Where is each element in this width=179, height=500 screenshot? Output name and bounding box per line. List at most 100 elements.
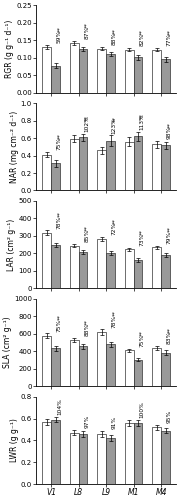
Bar (134, 136, 142, 190)
Bar (70, 43, 79, 92)
Bar (97, 332, 106, 386)
Bar (161, 430, 170, 484)
Bar (51, 164, 60, 190)
Bar (106, 344, 115, 386)
Text: **: ** (57, 26, 62, 32)
Bar (42, 422, 51, 484)
Text: 88%: 88% (84, 322, 89, 336)
Text: **: ** (112, 116, 117, 122)
Bar (134, 260, 142, 288)
Text: **: ** (57, 314, 62, 320)
Text: 102%: 102% (84, 115, 89, 132)
Bar (97, 48, 106, 92)
Bar (79, 434, 87, 484)
Bar (134, 58, 142, 92)
Bar (97, 150, 106, 190)
Text: **: ** (112, 310, 117, 316)
Bar (152, 144, 161, 190)
Text: 78%: 78% (112, 314, 117, 328)
Text: **: ** (167, 226, 172, 232)
Text: **: ** (139, 113, 144, 119)
Bar (161, 60, 170, 92)
Text: 97%: 97% (84, 415, 89, 428)
Bar (97, 434, 106, 484)
Bar (152, 348, 161, 386)
Bar (51, 66, 60, 92)
Y-axis label: SLA (cm² g⁻¹): SLA (cm² g⁻¹) (3, 316, 12, 368)
Bar (106, 54, 115, 92)
Text: 82%: 82% (139, 33, 144, 46)
Text: 85%: 85% (84, 228, 89, 242)
Bar (70, 340, 79, 386)
Bar (106, 438, 115, 484)
Text: 100%: 100% (139, 402, 144, 418)
Text: 88%: 88% (112, 32, 117, 45)
Text: 75%: 75% (139, 334, 144, 347)
Bar (51, 348, 60, 386)
Text: 95%: 95% (167, 410, 172, 423)
Text: 79%: 79% (167, 230, 172, 244)
Text: 77%: 77% (167, 33, 172, 46)
Bar (152, 248, 161, 288)
Text: 59%: 59% (57, 30, 62, 44)
Text: 72%: 72% (112, 222, 117, 235)
Text: **: ** (84, 114, 89, 120)
Text: **: ** (84, 318, 89, 324)
Text: **: ** (167, 326, 172, 332)
Text: **: ** (139, 228, 144, 234)
Y-axis label: NAR (mg cm⁻² d⁻¹): NAR (mg cm⁻² d⁻¹) (9, 110, 19, 183)
Bar (51, 420, 60, 484)
Bar (42, 233, 51, 288)
Bar (79, 137, 87, 190)
Text: 78%: 78% (57, 216, 62, 228)
Text: 87%: 87% (84, 26, 89, 39)
Text: 73%: 73% (139, 232, 144, 246)
Bar (70, 246, 79, 288)
Bar (134, 360, 142, 386)
Text: 83%: 83% (167, 331, 172, 344)
Bar (106, 253, 115, 288)
Text: 123%: 123% (112, 117, 117, 134)
Bar (161, 255, 170, 288)
Text: **: ** (112, 28, 117, 34)
Bar (161, 145, 170, 190)
Bar (97, 239, 106, 288)
Bar (152, 428, 161, 484)
Text: **: ** (167, 122, 172, 128)
Text: **: ** (84, 224, 89, 230)
Bar (125, 250, 134, 288)
Bar (125, 50, 134, 92)
Bar (125, 350, 134, 386)
Bar (42, 47, 51, 92)
Bar (51, 245, 60, 288)
Text: **: ** (167, 29, 172, 35)
Y-axis label: LWR (g g⁻¹): LWR (g g⁻¹) (9, 418, 19, 463)
Bar (106, 140, 115, 190)
Bar (125, 142, 134, 190)
Bar (70, 139, 79, 190)
Y-axis label: RGR (g g⁻¹ d⁻¹): RGR (g g⁻¹ d⁻¹) (5, 20, 14, 78)
Text: **: ** (57, 133, 62, 139)
Text: 104%: 104% (57, 398, 62, 415)
Y-axis label: LAR (cm² g⁻¹): LAR (cm² g⁻¹) (7, 218, 16, 271)
Text: 75%: 75% (57, 137, 62, 150)
Bar (70, 432, 79, 484)
Bar (79, 252, 87, 288)
Bar (79, 346, 87, 386)
Text: **: ** (112, 218, 117, 224)
Text: **: ** (84, 22, 89, 28)
Text: 98%: 98% (167, 126, 172, 139)
Text: **: ** (139, 29, 144, 35)
Text: **: ** (139, 330, 144, 336)
Bar (42, 336, 51, 386)
Text: **: ** (57, 211, 62, 217)
Bar (152, 50, 161, 92)
Bar (42, 154, 51, 190)
Text: 113%: 113% (139, 114, 144, 130)
Bar (134, 423, 142, 484)
Bar (79, 50, 87, 92)
Bar (161, 352, 170, 386)
Text: 91%: 91% (112, 416, 117, 430)
Text: 75%: 75% (57, 318, 62, 332)
Bar (125, 423, 134, 484)
